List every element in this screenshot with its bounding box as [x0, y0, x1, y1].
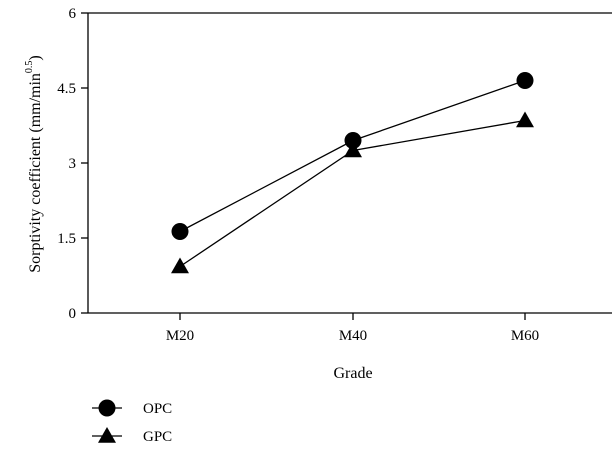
series-gpc [171, 111, 534, 274]
legend-label-gpc: GPC [143, 429, 172, 445]
x-tick-label: M60 [511, 328, 539, 344]
series-layer [171, 72, 534, 274]
y-axis-title-close: ) [27, 55, 44, 60]
series-opc [171, 72, 534, 240]
x-tick-label: M20 [166, 328, 194, 344]
x-tick-label: M40 [339, 328, 367, 344]
y-axis-title: Sorptivity coefficient (mm/min0.5) [24, 55, 44, 273]
data-point-opc [171, 223, 189, 240]
legend-marker-gpc [98, 427, 116, 443]
y-tick-label: 1.5 [57, 231, 76, 247]
legend-marker-opc [98, 399, 116, 417]
y-tick-label: 0 [69, 306, 77, 322]
legend-item-gpc: GPC [92, 427, 172, 445]
x-axis-title: Grade [333, 365, 372, 382]
data-point-gpc [516, 111, 534, 128]
y-tick-label: 3 [69, 156, 77, 172]
legend-label-opc: OPC [143, 401, 172, 417]
y-axis-title-exponent: 0.5 [24, 61, 35, 74]
legend-item-opc: OPC [92, 399, 172, 417]
data-point-opc [344, 132, 362, 149]
y-ticks: 0 1.5 3 4.5 6 [57, 6, 88, 322]
y-tick-label: 6 [69, 6, 77, 22]
data-point-opc [516, 72, 534, 89]
y-tick-label: 4.5 [57, 81, 76, 97]
x-ticks: M20 M40 M60 [166, 313, 539, 344]
y-axis-title-main: Sorptivity coefficient (mm/min [27, 73, 44, 273]
legend: OPC GPC [92, 399, 172, 445]
data-point-gpc [344, 141, 362, 158]
axes [87, 12, 612, 314]
data-point-gpc [171, 257, 189, 274]
